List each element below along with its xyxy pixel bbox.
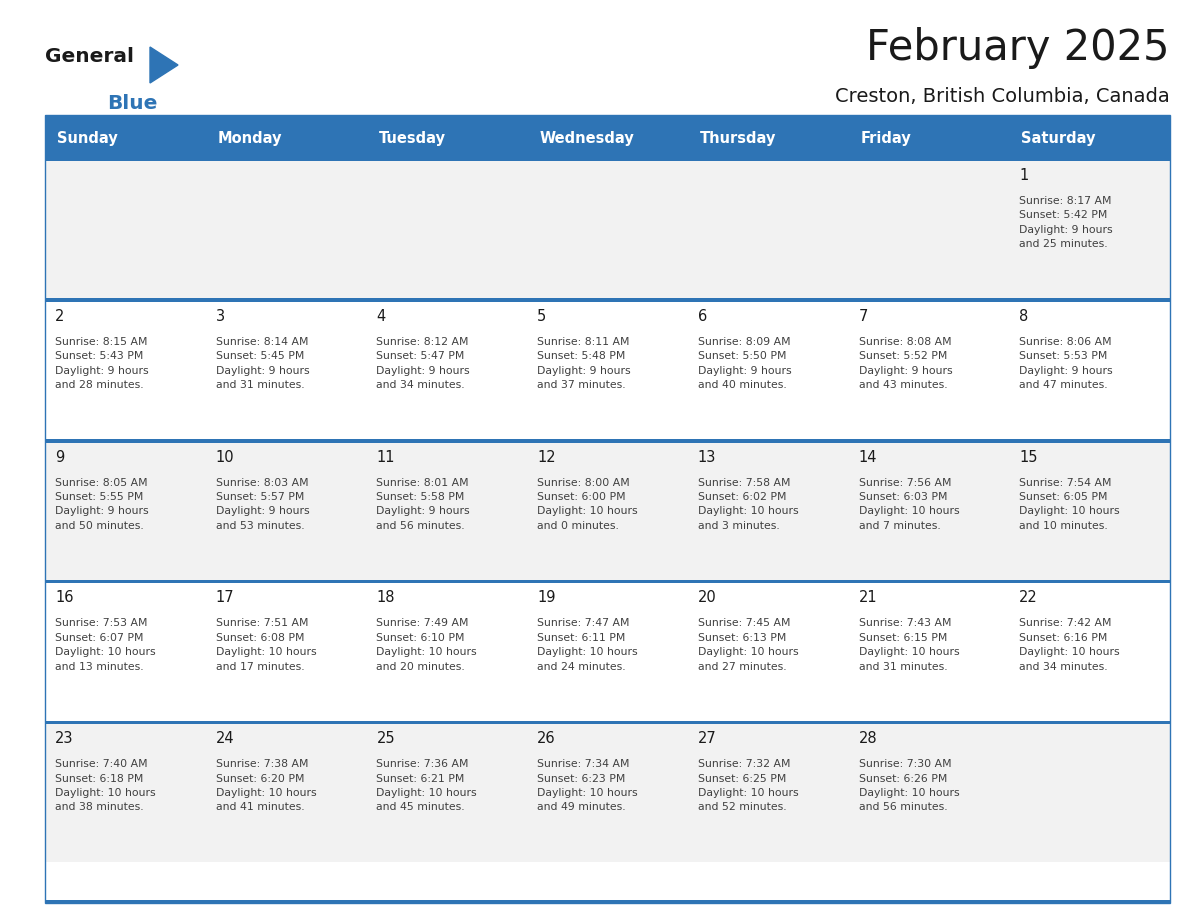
Text: Sunrise: 8:12 AM
Sunset: 5:47 PM
Daylight: 9 hours
and 34 minutes.: Sunrise: 8:12 AM Sunset: 5:47 PM Dayligh… bbox=[377, 337, 470, 390]
Bar bbox=[848, 120, 1010, 158]
Text: 18: 18 bbox=[377, 590, 394, 605]
Bar bbox=[45, 900, 1170, 903]
Text: Sunday: Sunday bbox=[57, 131, 118, 147]
Text: Sunrise: 7:43 AM
Sunset: 6:15 PM
Daylight: 10 hours
and 31 minutes.: Sunrise: 7:43 AM Sunset: 6:15 PM Dayligh… bbox=[859, 619, 959, 672]
Text: Friday: Friday bbox=[860, 131, 911, 147]
Text: 19: 19 bbox=[537, 590, 556, 605]
Bar bbox=[45, 158, 1170, 161]
Text: Sunrise: 7:40 AM
Sunset: 6:18 PM
Daylight: 10 hours
and 38 minutes.: Sunrise: 7:40 AM Sunset: 6:18 PM Dayligh… bbox=[55, 759, 156, 812]
Bar bbox=[206, 120, 366, 158]
Text: 9: 9 bbox=[55, 450, 64, 465]
Bar bbox=[45, 580, 1170, 584]
Text: Sunrise: 7:36 AM
Sunset: 6:21 PM
Daylight: 10 hours
and 45 minutes.: Sunrise: 7:36 AM Sunset: 6:21 PM Dayligh… bbox=[377, 759, 478, 812]
Bar bbox=[45, 721, 1170, 724]
Text: Sunrise: 7:49 AM
Sunset: 6:10 PM
Daylight: 10 hours
and 20 minutes.: Sunrise: 7:49 AM Sunset: 6:10 PM Dayligh… bbox=[377, 619, 478, 672]
Text: 6: 6 bbox=[697, 308, 707, 324]
Text: Sunrise: 7:38 AM
Sunset: 6:20 PM
Daylight: 10 hours
and 41 minutes.: Sunrise: 7:38 AM Sunset: 6:20 PM Dayligh… bbox=[216, 759, 316, 812]
Text: Sunrise: 7:58 AM
Sunset: 6:02 PM
Daylight: 10 hours
and 3 minutes.: Sunrise: 7:58 AM Sunset: 6:02 PM Dayligh… bbox=[697, 477, 798, 531]
Text: Sunrise: 7:30 AM
Sunset: 6:26 PM
Daylight: 10 hours
and 56 minutes.: Sunrise: 7:30 AM Sunset: 6:26 PM Dayligh… bbox=[859, 759, 959, 812]
Text: Sunrise: 8:08 AM
Sunset: 5:52 PM
Daylight: 9 hours
and 43 minutes.: Sunrise: 8:08 AM Sunset: 5:52 PM Dayligh… bbox=[859, 337, 953, 390]
Text: Sunrise: 7:51 AM
Sunset: 6:08 PM
Daylight: 10 hours
and 17 minutes.: Sunrise: 7:51 AM Sunset: 6:08 PM Dayligh… bbox=[216, 619, 316, 672]
Text: 12: 12 bbox=[537, 450, 556, 465]
Text: 3: 3 bbox=[216, 308, 225, 324]
Text: 20: 20 bbox=[697, 590, 716, 605]
Text: Sunrise: 8:11 AM
Sunset: 5:48 PM
Daylight: 9 hours
and 37 minutes.: Sunrise: 8:11 AM Sunset: 5:48 PM Dayligh… bbox=[537, 337, 631, 390]
Bar bbox=[45, 298, 1170, 440]
Text: Sunrise: 8:06 AM
Sunset: 5:53 PM
Daylight: 9 hours
and 47 minutes.: Sunrise: 8:06 AM Sunset: 5:53 PM Dayligh… bbox=[1019, 337, 1113, 390]
Text: 10: 10 bbox=[216, 450, 234, 465]
Text: 2: 2 bbox=[55, 308, 64, 324]
Text: Sunrise: 7:56 AM
Sunset: 6:03 PM
Daylight: 10 hours
and 7 minutes.: Sunrise: 7:56 AM Sunset: 6:03 PM Dayligh… bbox=[859, 477, 959, 531]
Bar bbox=[1010, 120, 1170, 158]
Text: 28: 28 bbox=[859, 732, 877, 746]
Text: 21: 21 bbox=[859, 590, 877, 605]
Text: Creston, British Columbia, Canada: Creston, British Columbia, Canada bbox=[835, 87, 1170, 106]
Text: 24: 24 bbox=[216, 732, 234, 746]
Text: Saturday: Saturday bbox=[1022, 131, 1095, 147]
Bar bbox=[45, 115, 1170, 120]
Text: Sunrise: 8:01 AM
Sunset: 5:58 PM
Daylight: 9 hours
and 56 minutes.: Sunrise: 8:01 AM Sunset: 5:58 PM Dayligh… bbox=[377, 477, 470, 531]
Text: Tuesday: Tuesday bbox=[379, 131, 446, 147]
Text: Sunrise: 8:00 AM
Sunset: 6:00 PM
Daylight: 10 hours
and 0 minutes.: Sunrise: 8:00 AM Sunset: 6:00 PM Dayligh… bbox=[537, 477, 638, 531]
Text: Sunrise: 8:14 AM
Sunset: 5:45 PM
Daylight: 9 hours
and 31 minutes.: Sunrise: 8:14 AM Sunset: 5:45 PM Dayligh… bbox=[216, 337, 309, 390]
Text: Sunrise: 8:05 AM
Sunset: 5:55 PM
Daylight: 9 hours
and 50 minutes.: Sunrise: 8:05 AM Sunset: 5:55 PM Dayligh… bbox=[55, 477, 148, 531]
Text: Sunrise: 7:54 AM
Sunset: 6:05 PM
Daylight: 10 hours
and 10 minutes.: Sunrise: 7:54 AM Sunset: 6:05 PM Dayligh… bbox=[1019, 477, 1120, 531]
Bar bbox=[45, 439, 1170, 442]
Text: Wednesday: Wednesday bbox=[539, 131, 634, 147]
Text: 22: 22 bbox=[1019, 590, 1038, 605]
Text: 5: 5 bbox=[537, 308, 546, 324]
Text: Sunrise: 7:42 AM
Sunset: 6:16 PM
Daylight: 10 hours
and 34 minutes.: Sunrise: 7:42 AM Sunset: 6:16 PM Dayligh… bbox=[1019, 619, 1120, 672]
Text: Blue: Blue bbox=[107, 94, 157, 113]
Text: 16: 16 bbox=[55, 590, 74, 605]
Bar bbox=[45, 722, 1170, 862]
Text: 7: 7 bbox=[859, 308, 868, 324]
Bar bbox=[45, 440, 1170, 580]
Text: 15: 15 bbox=[1019, 450, 1038, 465]
Bar bbox=[45, 158, 1170, 298]
Bar bbox=[45, 115, 1170, 903]
Bar bbox=[45, 120, 206, 158]
Text: Sunrise: 8:09 AM
Sunset: 5:50 PM
Daylight: 9 hours
and 40 minutes.: Sunrise: 8:09 AM Sunset: 5:50 PM Dayligh… bbox=[697, 337, 791, 390]
Bar bbox=[45, 580, 1170, 722]
Text: Sunrise: 8:17 AM
Sunset: 5:42 PM
Daylight: 9 hours
and 25 minutes.: Sunrise: 8:17 AM Sunset: 5:42 PM Dayligh… bbox=[1019, 196, 1113, 249]
Text: Sunrise: 7:53 AM
Sunset: 6:07 PM
Daylight: 10 hours
and 13 minutes.: Sunrise: 7:53 AM Sunset: 6:07 PM Dayligh… bbox=[55, 619, 156, 672]
Text: 8: 8 bbox=[1019, 308, 1029, 324]
Text: 27: 27 bbox=[697, 732, 716, 746]
Text: 23: 23 bbox=[55, 732, 74, 746]
Text: 25: 25 bbox=[377, 732, 396, 746]
Text: 13: 13 bbox=[697, 450, 716, 465]
Text: Sunrise: 8:15 AM
Sunset: 5:43 PM
Daylight: 9 hours
and 28 minutes.: Sunrise: 8:15 AM Sunset: 5:43 PM Dayligh… bbox=[55, 337, 148, 390]
Text: Sunrise: 7:34 AM
Sunset: 6:23 PM
Daylight: 10 hours
and 49 minutes.: Sunrise: 7:34 AM Sunset: 6:23 PM Dayligh… bbox=[537, 759, 638, 812]
Bar bbox=[688, 120, 848, 158]
Text: Sunrise: 7:45 AM
Sunset: 6:13 PM
Daylight: 10 hours
and 27 minutes.: Sunrise: 7:45 AM Sunset: 6:13 PM Dayligh… bbox=[697, 619, 798, 672]
Text: 17: 17 bbox=[216, 590, 234, 605]
Text: Sunrise: 8:03 AM
Sunset: 5:57 PM
Daylight: 9 hours
and 53 minutes.: Sunrise: 8:03 AM Sunset: 5:57 PM Dayligh… bbox=[216, 477, 309, 531]
Text: 11: 11 bbox=[377, 450, 394, 465]
Text: Sunrise: 7:47 AM
Sunset: 6:11 PM
Daylight: 10 hours
and 24 minutes.: Sunrise: 7:47 AM Sunset: 6:11 PM Dayligh… bbox=[537, 619, 638, 672]
Text: Thursday: Thursday bbox=[700, 131, 776, 147]
Bar bbox=[527, 120, 688, 158]
Text: General: General bbox=[45, 47, 134, 66]
Text: 1: 1 bbox=[1019, 168, 1029, 183]
Text: Monday: Monday bbox=[217, 131, 283, 147]
Bar bbox=[366, 120, 527, 158]
Text: Sunrise: 7:32 AM
Sunset: 6:25 PM
Daylight: 10 hours
and 52 minutes.: Sunrise: 7:32 AM Sunset: 6:25 PM Dayligh… bbox=[697, 759, 798, 812]
Text: February 2025: February 2025 bbox=[866, 27, 1170, 69]
Text: 26: 26 bbox=[537, 732, 556, 746]
Bar bbox=[45, 298, 1170, 302]
Text: 14: 14 bbox=[859, 450, 877, 465]
Polygon shape bbox=[150, 47, 178, 83]
Text: 4: 4 bbox=[377, 308, 386, 324]
